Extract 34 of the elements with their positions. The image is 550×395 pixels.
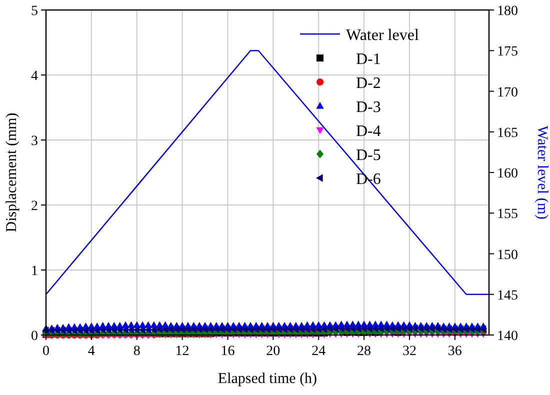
x-tick-label: 12 bbox=[175, 344, 190, 359]
y-tick-label: 1 bbox=[31, 264, 38, 279]
legend-label: D-1 bbox=[356, 51, 381, 68]
y2-tick-label: 145 bbox=[497, 288, 518, 304]
y-tick-label: 5 bbox=[31, 4, 38, 19]
x-tick-label: 0 bbox=[42, 344, 50, 359]
x-tick-label: 28 bbox=[357, 344, 372, 359]
x-tick-label: 24 bbox=[312, 344, 326, 359]
y-tick-label: 0 bbox=[31, 329, 38, 344]
x-tick-label: 32 bbox=[402, 344, 416, 359]
y2-axis-title: Water level (m) bbox=[534, 126, 550, 220]
legend-label: D-4 bbox=[356, 123, 381, 140]
y2-tick-label: 160 bbox=[497, 166, 518, 182]
y2-tick-label: 165 bbox=[497, 126, 518, 141]
legend-label: Water level bbox=[346, 27, 420, 44]
x-tick-label: 4 bbox=[88, 344, 95, 359]
y-axis-title: Displacement (mm) bbox=[4, 112, 20, 232]
y-tick-label: 3 bbox=[31, 134, 38, 149]
legend-label: D-3 bbox=[356, 99, 381, 116]
x-tick-label: 8 bbox=[133, 344, 140, 359]
x-tick-label: 20 bbox=[266, 344, 280, 359]
y2-tick-label: 180 bbox=[497, 4, 518, 19]
y2-tick-label: 140 bbox=[497, 329, 518, 344]
x-axis-title: Elapsed time (h) bbox=[218, 371, 318, 387]
legend-label: D-5 bbox=[356, 147, 381, 164]
y2-tick-label: 175 bbox=[497, 44, 518, 60]
x-tick-label: 36 bbox=[448, 344, 462, 359]
y-tick-label: 2 bbox=[31, 199, 38, 214]
x-tick-label: 16 bbox=[220, 344, 235, 359]
y2-tick-label: 155 bbox=[497, 207, 518, 222]
y2-tick-label: 150 bbox=[497, 248, 518, 263]
legend-label: D-2 bbox=[356, 75, 381, 92]
y-tick-label: 4 bbox=[31, 69, 38, 84]
y2-tick-label: 170 bbox=[497, 85, 518, 100]
